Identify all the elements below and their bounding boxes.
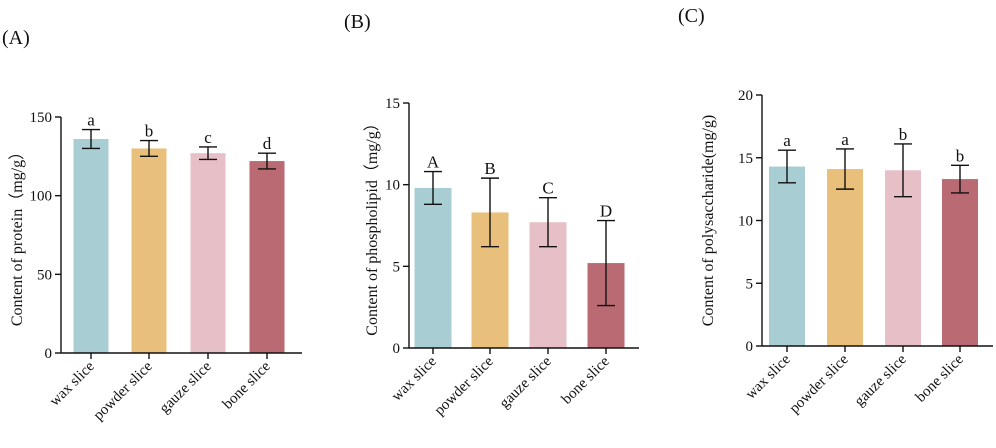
y-tick-label: 10 <box>385 178 400 194</box>
y-tick-label: 50 <box>37 267 52 283</box>
x-tick-label: wax slice <box>47 358 98 409</box>
bar-1 <box>73 139 109 353</box>
significance-letter-2: a <box>841 130 849 149</box>
x-tick-label: bone slice <box>913 351 967 405</box>
x-tick-label: powder slice <box>91 358 156 423</box>
x-tick-label: wax slice <box>389 353 440 404</box>
y-tick-label: 0 <box>393 341 401 357</box>
y-tick-label: 5 <box>746 276 754 292</box>
x-tick-label: gauze slice <box>852 351 910 409</box>
x-tick-label: powder slice <box>787 351 852 416</box>
bar-2 <box>827 169 863 346</box>
y-tick-label: 0 <box>45 346 53 362</box>
bar-3 <box>190 153 226 353</box>
y-axis-title: Content of polysaccharide(mg/g) <box>700 115 717 327</box>
bar-4 <box>942 179 978 346</box>
x-tick-label: bone slice <box>559 353 613 407</box>
significance-letter-3: b <box>899 125 908 144</box>
bar-4 <box>249 161 285 353</box>
y-tick-label: 100 <box>30 189 53 205</box>
chart-panel-1: (A) Content of protein（mg/g） a b c d 0 50 100 150… <box>2 27 302 424</box>
y-tick-label: 0 <box>746 339 754 355</box>
bar-1 <box>769 166 805 346</box>
y-tick-label: 150 <box>30 110 53 126</box>
significance-letter-3: C <box>542 179 553 198</box>
chart-panel-3: (C) Content of polysaccharide(mg/g) a a b b 0 5… <box>678 5 993 417</box>
y-tick-label: 20 <box>738 88 753 104</box>
y-axis-title: Content of phospholipid（mg/g） <box>363 115 381 335</box>
y-axis-title: Content of protein（mg/g） <box>8 144 26 326</box>
x-tick-label: gauze slice <box>157 358 215 416</box>
significance-letter-3: c <box>204 128 212 147</box>
significance-letter-2: B <box>484 159 495 178</box>
x-tick-label: bone slice <box>220 358 274 412</box>
chart-panel-2: (B) Content of phospholipid（mg/g） A B C D 0 5 10… <box>344 11 639 419</box>
panel-label: (A) <box>2 27 30 49</box>
significance-letter-1: A <box>427 153 440 172</box>
panel-label: (C) <box>678 5 705 27</box>
significance-letter-4: D <box>600 202 612 221</box>
bar-3 <box>885 170 921 346</box>
significance-letter-4: d <box>263 134 272 153</box>
y-tick-label: 15 <box>385 96 400 112</box>
panel-label: (B) <box>344 11 371 33</box>
significance-letter-1: a <box>783 131 791 150</box>
significance-letter-1: a <box>87 111 95 130</box>
y-tick-label: 5 <box>393 259 401 275</box>
bar-1 <box>414 187 452 348</box>
significance-letter-4: b <box>956 146 965 165</box>
y-tick-label: 15 <box>738 151 753 167</box>
significance-letter-2: b <box>145 122 154 141</box>
y-tick-label: 10 <box>738 214 753 230</box>
bar-2 <box>131 148 167 353</box>
x-tick-label: powder slice <box>432 353 497 418</box>
x-tick-label: gauze slice <box>497 353 555 411</box>
x-tick-label: wax slice <box>743 351 794 402</box>
